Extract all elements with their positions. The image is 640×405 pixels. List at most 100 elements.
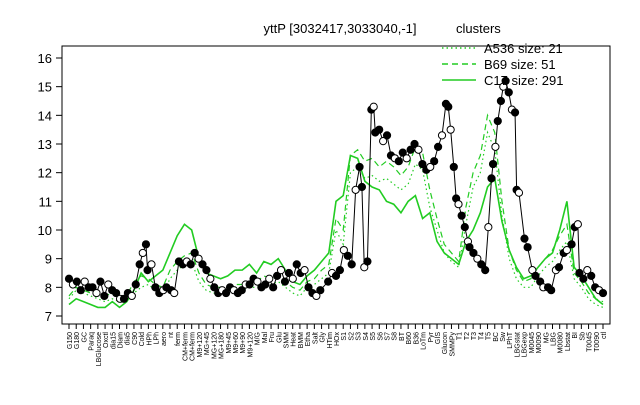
x-tick-label: SMMPy: [449, 332, 456, 357]
x-tick-label: M9+120: [197, 332, 204, 358]
x-tick-label: HTim: [327, 332, 334, 349]
x-tick-label: LoTm: [421, 332, 428, 350]
x-tick-label: S7: [385, 332, 392, 341]
x-tick-label: Sb: [579, 332, 586, 341]
x-tick-label: S4: [363, 332, 370, 341]
x-tick-label: Lbstat: [565, 332, 572, 351]
data-point: [583, 266, 592, 275]
legend-title: clusters: [456, 21, 501, 36]
x-tick-label: LBG: [550, 332, 557, 346]
data-point: [426, 162, 435, 172]
data-point: [347, 260, 356, 269]
data-point: [430, 157, 439, 166]
data-point: [449, 162, 458, 172]
legend-label: B69 size: 51: [484, 57, 556, 72]
data-point: [104, 280, 113, 289]
x-tick-label: C90: [132, 332, 139, 345]
data-point: [135, 260, 144, 269]
data-point: [504, 88, 513, 97]
data-point: [547, 286, 556, 295]
x-tick-label: BC: [493, 332, 500, 342]
data-point: [355, 162, 364, 172]
data-point: [92, 288, 101, 298]
x-tick-label: MG+120: [211, 332, 218, 359]
x-tick-label: LBGexp: [522, 332, 529, 357]
data-point: [96, 277, 105, 286]
x-tick-label: S5: [370, 332, 377, 341]
data-point: [316, 286, 325, 295]
y-tick-label: 16: [38, 51, 52, 66]
x-tick-label: T0090: [594, 332, 601, 352]
y-tick-label: 9: [45, 252, 52, 267]
x-tick-label: T2: [464, 332, 471, 340]
data-point: [382, 131, 392, 140]
data-point: [469, 248, 478, 258]
data-point: [190, 248, 199, 258]
data-point: [280, 277, 290, 286]
x-tick-label: G180: [74, 332, 81, 349]
data-point: [127, 291, 136, 301]
x-tick-label: LBGstat: [514, 332, 521, 357]
x-tick-label: CM+ferm: [182, 332, 189, 361]
data-point: [339, 245, 348, 255]
data-point: [531, 271, 540, 280]
x-tick-label: BMM: [298, 332, 305, 349]
x-tick-label: S2: [348, 332, 355, 341]
legend-label: C17 size: 291: [484, 73, 564, 88]
data-point: [523, 243, 532, 252]
x-tick-label: T1: [457, 332, 464, 340]
data-point: [138, 248, 147, 258]
x-tick-label: G150: [67, 332, 74, 349]
y-tick-label: 14: [38, 108, 52, 123]
x-tick-label: Salt: [312, 332, 319, 344]
x-tick-label: S1: [341, 332, 348, 341]
data-point: [579, 274, 588, 283]
data-point: [554, 263, 564, 272]
data-point: [324, 277, 333, 286]
data-point: [143, 266, 152, 275]
x-tick-label: MG: [543, 332, 550, 343]
data-point: [261, 280, 270, 289]
data-point: [80, 277, 89, 286]
data-point: [112, 288, 121, 298]
data-point: [194, 254, 203, 263]
data-point: [473, 254, 482, 263]
y-tick-label: 12: [38, 166, 52, 181]
x-tick-label: MG+180: [219, 332, 226, 359]
x-tick-label: HPh: [146, 332, 153, 346]
x-tick-label: M9+45: [226, 332, 233, 354]
x-tick-label: T0045: [587, 332, 594, 352]
x-tick-label: M/G: [255, 332, 262, 345]
x-tick-label: MG+45: [204, 332, 211, 355]
data-point: [414, 145, 423, 154]
x-tick-label: SMM: [283, 332, 290, 349]
data-point: [575, 268, 584, 278]
y-tick-label: 7: [45, 309, 52, 324]
data-point: [402, 154, 411, 163]
data-point: [343, 251, 352, 260]
x-tick-label: T4: [478, 332, 485, 340]
data-point: [562, 245, 571, 255]
y-tick-label: 11: [39, 194, 53, 209]
legend-label: A536 size: 21: [484, 41, 563, 56]
data-point: [335, 266, 345, 275]
x-tick-label: Glucon: [442, 332, 449, 354]
data-point: [202, 266, 211, 275]
x-tick-label: Gly: [320, 332, 327, 343]
x-tick-label: dia15: [110, 332, 117, 349]
x-tick-label: Cold: [139, 332, 146, 347]
data-point: [304, 283, 313, 292]
data-point: [186, 260, 195, 269]
x-tick-label: M9+60: [233, 332, 240, 354]
x-tick-label: Oxctl: [103, 332, 110, 348]
data-point: [237, 286, 246, 295]
data-point: [292, 260, 301, 269]
data-point: [76, 286, 85, 295]
x-tick-label: ctl: [601, 332, 608, 339]
chart-title: yttP [3032417,3033040,-1]: [264, 21, 417, 36]
x-tick-label: BI: [572, 332, 579, 339]
data-point: [406, 145, 415, 154]
data-point: [514, 188, 524, 197]
data-point: [369, 102, 378, 111]
